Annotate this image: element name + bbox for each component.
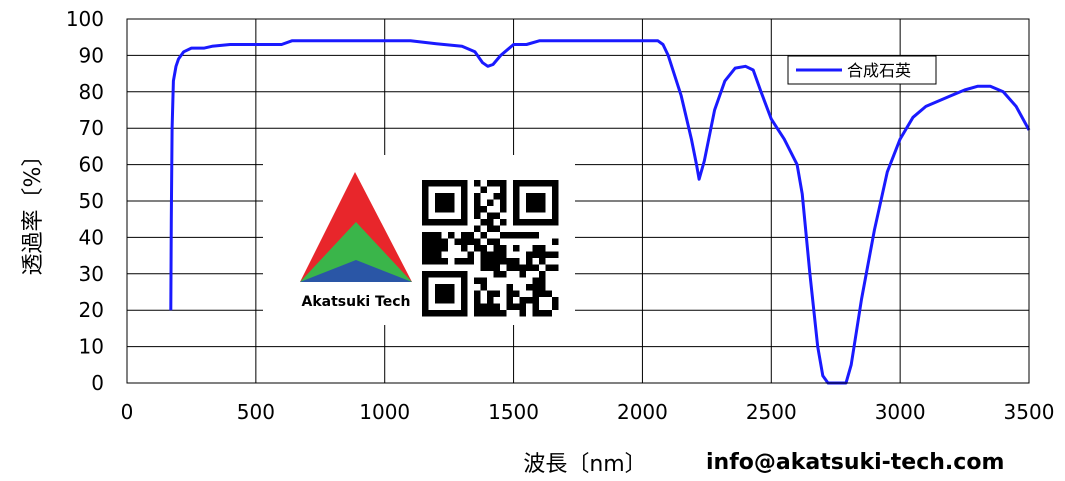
x-tick-label: 3000: [875, 400, 926, 424]
x-tick-label: 1000: [359, 400, 410, 424]
legend: 合成石英: [787, 55, 937, 85]
x-axis-title: 波長〔nm〕: [523, 452, 646, 477]
y-tick-label: 20: [79, 298, 104, 322]
series-layer: [169, 39, 1031, 385]
x-tick-label: 1500: [488, 400, 539, 424]
x-tick-label: 3500: [1004, 400, 1055, 424]
legend-label: 合成石英: [847, 61, 911, 80]
logo-triangle-blue: [300, 260, 412, 282]
y-tick-label: 100: [66, 7, 104, 31]
y-tick-label: 10: [79, 335, 104, 359]
y-axis-title: 透過率〔%〕: [21, 145, 46, 276]
x-tick-label: 0: [121, 400, 134, 424]
watermark-logo: Akatsuki Tech: [263, 155, 575, 325]
series-line-0: [169, 39, 1031, 385]
y-tick-label: 0: [91, 371, 104, 395]
contact-email: info@akatsuki-tech.com: [706, 450, 1005, 475]
logo-wordmark: Akatsuki Tech: [301, 294, 410, 310]
x-tick-label: 2500: [746, 400, 797, 424]
qr-code: [422, 180, 559, 317]
y-tick-label: 50: [79, 189, 104, 213]
y-tick-label: 60: [79, 153, 104, 177]
x-tick-label: 2000: [617, 400, 668, 424]
tick-labels: 0 500 1000 1500 2000 2500 3000 3500 0 10 20 30 40 50 6…: [66, 7, 1055, 424]
y-tick-label: 30: [79, 262, 104, 286]
logo-triangle-green: [300, 222, 412, 282]
x-tick-label: 500: [237, 400, 275, 424]
y-tick-label: 90: [79, 43, 104, 67]
y-tick-label: 80: [79, 80, 104, 104]
y-tick-label: 70: [79, 116, 104, 140]
y-tick-label: 40: [79, 225, 104, 249]
plot-frame: [126, 18, 1030, 384]
